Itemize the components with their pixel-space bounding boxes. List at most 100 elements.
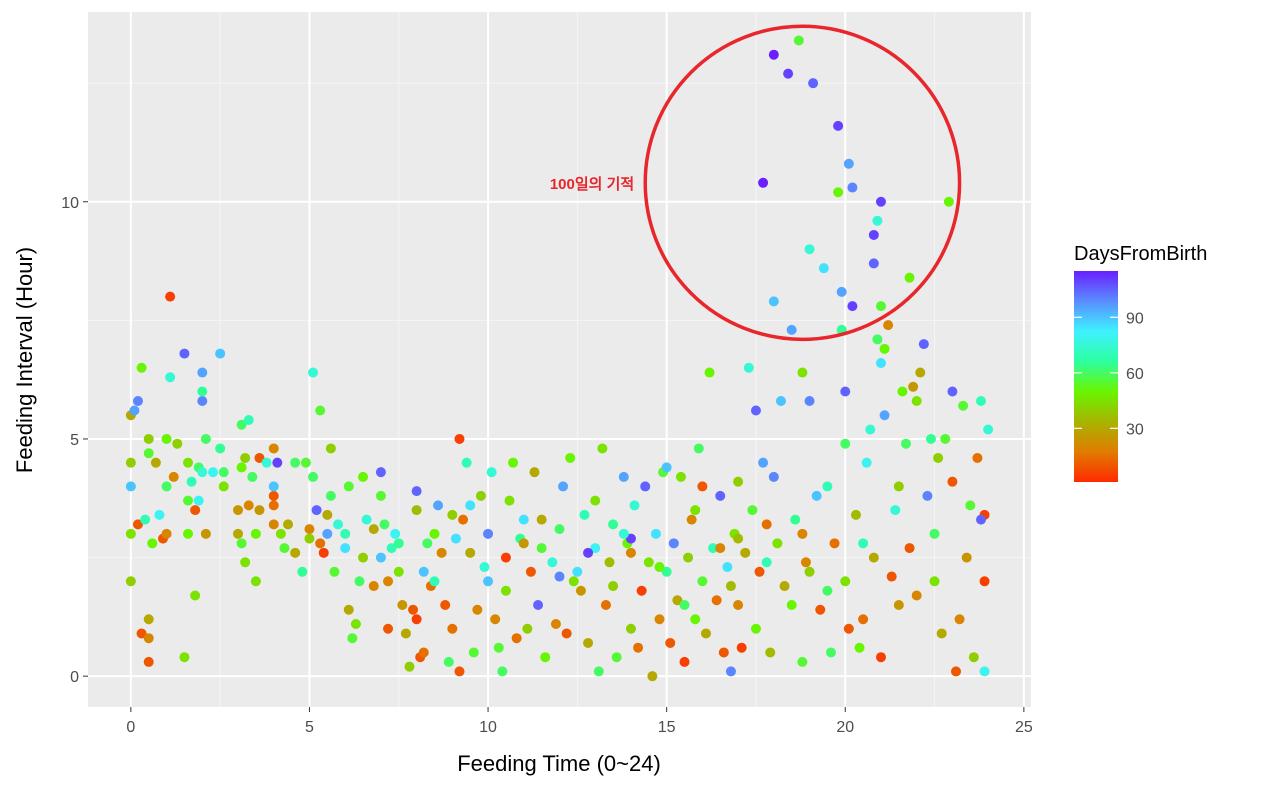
data-point [825, 647, 836, 658]
data-point [461, 457, 472, 468]
data-point [822, 585, 833, 596]
data-point [429, 576, 440, 587]
data-point [325, 443, 336, 454]
data-point [590, 495, 601, 506]
data-point [268, 500, 279, 511]
data-point [125, 576, 136, 587]
data-point [725, 581, 736, 592]
data-point [804, 566, 815, 577]
data-point [504, 495, 515, 506]
data-point [400, 628, 411, 639]
data-point [915, 367, 926, 378]
data-point [218, 467, 229, 478]
data-point [740, 547, 751, 558]
data-point [904, 272, 915, 283]
data-point [554, 571, 565, 582]
data-point [686, 514, 697, 525]
data-point [443, 656, 454, 667]
x-tick-label: 10 [479, 719, 497, 736]
data-point [636, 585, 647, 596]
data-point [304, 533, 315, 544]
data-point [815, 604, 826, 615]
legend-tick-label: 30 [1126, 421, 1144, 438]
data-point [865, 424, 876, 435]
annotation-circle [643, 24, 962, 342]
data-point [900, 438, 911, 449]
y-axis-ticks: 0 5 10 [61, 195, 88, 686]
data-point [650, 528, 661, 539]
data-point [618, 528, 629, 539]
data-point [611, 652, 622, 663]
data-point [208, 467, 219, 478]
data-point [840, 576, 851, 587]
data-point [483, 528, 494, 539]
data-point [468, 647, 479, 658]
data-point [715, 490, 726, 501]
data-point [572, 566, 583, 577]
data-point [268, 490, 279, 501]
data-point [518, 514, 529, 525]
data-point [868, 229, 879, 240]
data-point [593, 666, 604, 677]
data-point [804, 396, 815, 407]
data-point [947, 386, 958, 397]
data-point [668, 538, 679, 549]
data-point [675, 471, 686, 482]
data-point [411, 486, 422, 497]
data-point [279, 543, 290, 554]
data-point [608, 581, 619, 592]
data-point [472, 604, 483, 615]
data-point [922, 490, 933, 501]
data-point [375, 467, 386, 478]
data-point [708, 543, 719, 554]
data-point [247, 471, 258, 482]
data-point [654, 562, 665, 573]
data-point [693, 443, 704, 454]
data-point [875, 652, 886, 663]
data-point [300, 457, 311, 468]
data-point [500, 585, 511, 596]
legend-tick-label: 90 [1126, 310, 1144, 327]
legend-ticks: 30 60 90 [1074, 310, 1144, 438]
data-point [975, 396, 986, 407]
data-point [647, 671, 658, 682]
y-tick-label: 0 [70, 669, 79, 686]
data-point [797, 656, 808, 667]
data-point [125, 481, 136, 492]
data-point [275, 528, 286, 539]
data-point [833, 120, 844, 131]
data-point [493, 642, 504, 653]
data-point [375, 490, 386, 501]
data-point [654, 614, 665, 625]
data-point [754, 566, 765, 577]
data-point [465, 500, 476, 511]
data-point [672, 595, 683, 606]
data-point [197, 367, 208, 378]
data-point [561, 628, 572, 639]
data-point [236, 419, 247, 430]
data-point [165, 291, 176, 302]
data-point [447, 623, 458, 634]
data-point [354, 576, 365, 587]
data-point [854, 642, 865, 653]
y-axis-title: Feeding Interval (Hour) [12, 247, 37, 473]
data-point [386, 543, 397, 554]
data-point [508, 457, 519, 468]
data-point [254, 505, 265, 516]
data-point [511, 633, 522, 644]
data-point [929, 576, 940, 587]
data-point [454, 666, 465, 677]
data-point [790, 514, 801, 525]
data-point [940, 433, 951, 444]
data-point [368, 524, 379, 535]
data-point [200, 433, 211, 444]
data-point [868, 258, 879, 269]
data-point [968, 652, 979, 663]
data-point [722, 562, 733, 573]
data-point [779, 581, 790, 592]
data-point [643, 557, 654, 568]
data-point [411, 505, 422, 516]
data-point [479, 562, 490, 573]
data-point [197, 386, 208, 397]
